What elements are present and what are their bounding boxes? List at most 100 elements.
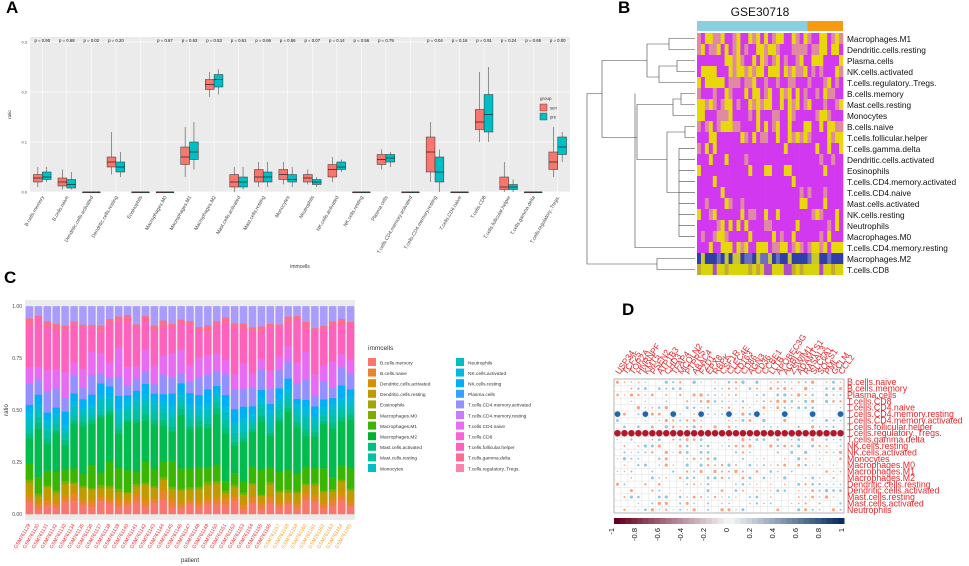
correlation-dot [783, 393, 787, 397]
heatmap-cell [831, 44, 836, 56]
bar-segment [79, 324, 87, 328]
bar-segment [97, 485, 105, 489]
heatmap-cell [799, 110, 804, 122]
heatmap-cell [768, 253, 773, 265]
heatmap-cell [815, 242, 820, 254]
heatmap-cell [823, 176, 828, 188]
row-label: T.cells.CD4.naive [847, 403, 915, 413]
heatmap-cell [712, 44, 718, 56]
bar-segment [61, 433, 69, 440]
bar-segment [275, 490, 283, 493]
bar-segment [311, 467, 319, 484]
heatmap-cell [811, 44, 816, 56]
correlation-dot [637, 509, 640, 511]
bar-segment [311, 495, 319, 498]
heatmap-cell [756, 165, 761, 177]
bar-segment [302, 351, 310, 380]
heatmap-cell [697, 143, 702, 155]
correlation-dot [616, 470, 619, 473]
heatmap-cell [708, 220, 714, 232]
heatmap-cell [697, 88, 702, 100]
heatmap-cell [700, 176, 706, 188]
heatmap-cell [779, 66, 785, 78]
heatmap-cell [803, 44, 808, 56]
heatmap-cell [839, 220, 844, 232]
correlation-dot [721, 406, 723, 409]
bar-segment [266, 432, 275, 436]
bar-segment [293, 362, 301, 384]
bar-segment [61, 330, 69, 373]
correlation-dot [762, 400, 765, 403]
correlation-dot [839, 502, 842, 505]
correlation-dot [676, 429, 684, 437]
bar-segment [159, 499, 167, 515]
bar-segment [320, 490, 328, 493]
heatmap-cell [795, 231, 800, 243]
bar-segment [52, 432, 60, 472]
heatmap-cell [839, 55, 844, 67]
bar-segment [284, 500, 292, 505]
heatmap-cell [744, 110, 749, 122]
bar-segment [34, 496, 43, 503]
bar-segment [239, 492, 248, 496]
bar-segment [34, 394, 43, 405]
correlation-dot [811, 464, 814, 466]
correlation-dot [837, 429, 844, 437]
heatmap-cell [716, 176, 721, 188]
bar-segment [177, 319, 185, 324]
bar-segment [266, 388, 275, 404]
bar-segment [123, 405, 132, 413]
bar-segment [195, 357, 203, 378]
bar-segment [186, 320, 194, 326]
bar-segment [159, 401, 167, 408]
heatmap-cell [835, 176, 840, 188]
bar-segment [248, 503, 257, 515]
correlation-dot [670, 411, 677, 417]
heatmap-cell [724, 121, 729, 133]
correlation-dot [774, 429, 782, 437]
bar-segment [132, 409, 141, 420]
heatmap-cell [815, 132, 820, 144]
heatmap-cell [760, 253, 765, 265]
bar-segment [61, 397, 69, 412]
heatmap-cell [744, 99, 749, 111]
heatmap-cell [736, 220, 741, 232]
bar-segment [79, 415, 87, 422]
correlation-dot [783, 406, 786, 409]
y-tick-label: 0.1 [21, 140, 27, 145]
correlation-dot [714, 387, 716, 390]
legend-swatch [456, 411, 464, 419]
bar-segment [302, 435, 310, 467]
correlation-dot [734, 464, 738, 467]
box-pre [42, 171, 52, 180]
heatmap-cell [835, 165, 840, 177]
bar-segment [88, 489, 96, 501]
heatmap-cell [803, 154, 808, 166]
heatmap-cell [700, 66, 706, 78]
bar-segment [320, 508, 328, 515]
heatmap-cell [732, 33, 737, 45]
bar-segment [239, 323, 248, 331]
bar-segment [150, 410, 159, 420]
correlation-dot [700, 457, 703, 460]
heatmap-cell [720, 187, 725, 199]
bar-segment [132, 378, 141, 391]
bar-segment [293, 408, 301, 416]
correlation-dot [692, 406, 696, 409]
bar-segment [302, 466, 310, 484]
correlation-dot [699, 438, 703, 442]
dendro-branch [676, 60, 695, 72]
correlation-dot [776, 393, 780, 397]
heatmap-cell [815, 231, 820, 243]
heatmap-cell [732, 154, 737, 166]
correlation-dot [657, 482, 661, 486]
correlation-dot [690, 429, 698, 437]
heatmap-cell [712, 99, 718, 111]
heatmap-cell [827, 143, 832, 155]
heatmap-cell [783, 66, 789, 78]
heatmap-cell [831, 253, 836, 265]
correlation-dot [685, 463, 689, 467]
legend-swatch [456, 453, 464, 462]
correlation-dot [832, 393, 835, 396]
correlation-dot [629, 393, 634, 397]
